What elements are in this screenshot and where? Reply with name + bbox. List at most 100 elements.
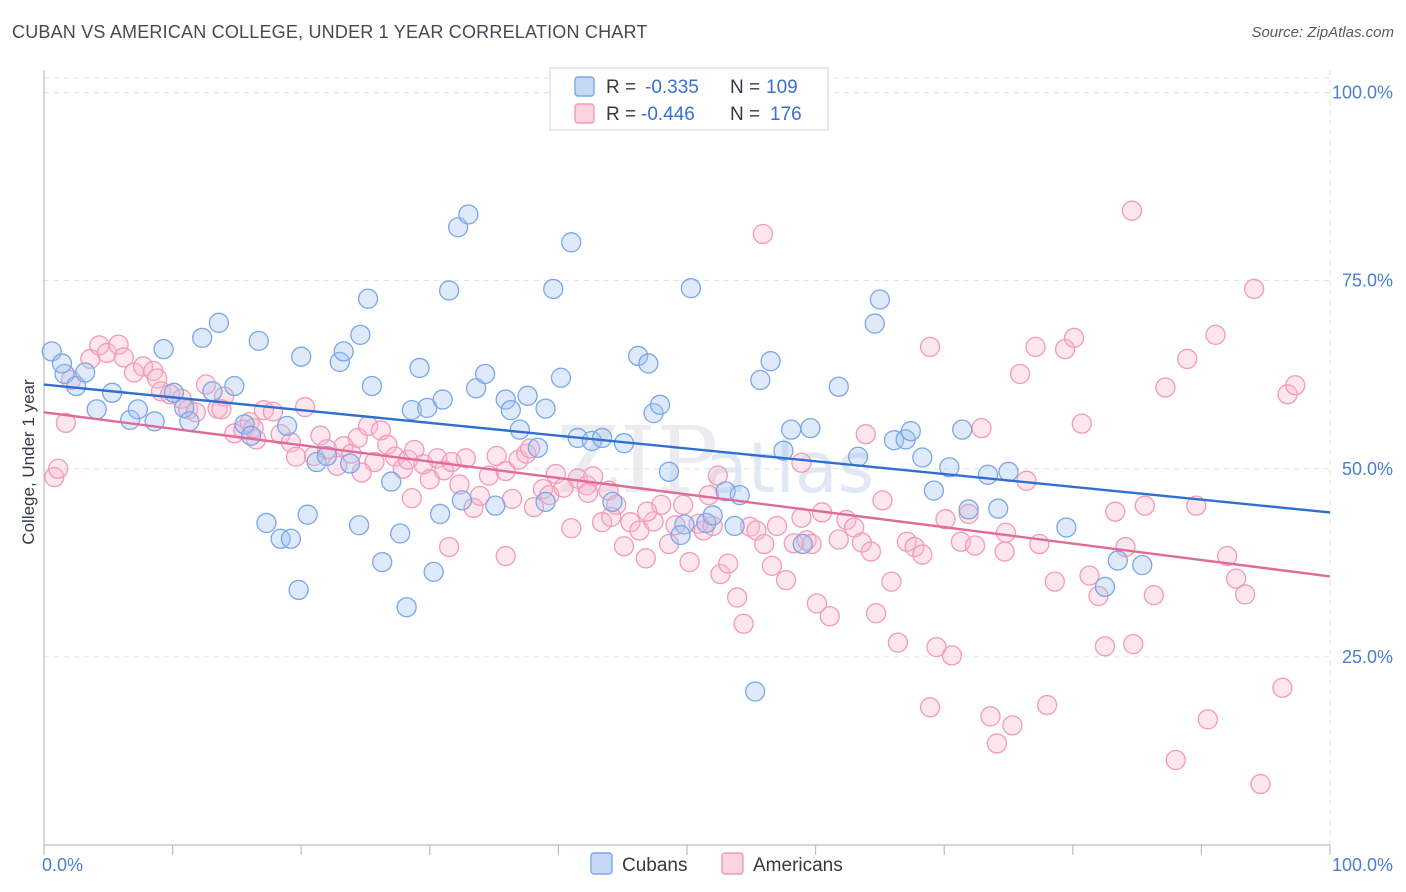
legend-swatch-cubans (574, 76, 595, 97)
cubans-point-106 (429, 503, 451, 525)
cubans-point-26 (288, 579, 309, 601)
cubans-point-18 (234, 414, 255, 435)
cubans-point-80 (745, 681, 766, 702)
cubans-point-95 (939, 457, 960, 478)
cubans-point-90 (883, 430, 905, 451)
americans-point-77 (643, 511, 664, 532)
cubans-point-96 (952, 419, 973, 440)
cubans-point-32 (339, 453, 361, 474)
americans-point-114 (919, 697, 941, 718)
y-tick-label-1: 50.0% (1342, 459, 1393, 479)
americans-point-95 (775, 569, 797, 591)
americans-point-150 (1225, 568, 1247, 589)
americans-point-1 (47, 458, 69, 479)
americans-point-125 (1002, 715, 1023, 736)
cubans-point-39 (396, 597, 417, 618)
americans-trend-line (43, 411, 1331, 578)
americans-point-109 (881, 571, 902, 592)
cubans-point-31 (333, 341, 354, 362)
americans-point-138 (1105, 501, 1126, 522)
americans-point-119 (958, 503, 979, 525)
legend-r-value-americans: -0.446 (641, 104, 695, 125)
americans-point-90 (739, 516, 761, 537)
watermark-atlas: atlas (705, 427, 874, 509)
americans-point-97 (791, 507, 812, 528)
americans-point-175 (791, 452, 812, 473)
americans-point-62 (532, 478, 554, 500)
americans-point-167 (577, 482, 599, 504)
cubans-point-14 (192, 327, 213, 349)
americans-point-89 (733, 613, 754, 634)
y-axis-label: College, Under 1 year (19, 379, 38, 545)
cubans-point-56 (527, 437, 548, 458)
cubans-point-100 (998, 461, 1019, 482)
americans-point-151 (1234, 584, 1256, 605)
americans-point-126 (1009, 363, 1031, 385)
cubans-point-24 (280, 528, 302, 549)
tick-labels: 25.0% 50.0% 75.0% 100.0% 0.0% 100.0% (42, 83, 1393, 875)
bottom-legend-cubans: Cubans (622, 855, 688, 876)
americans-point-134 (1071, 413, 1092, 434)
legend-n-label-americans: N = (730, 104, 760, 125)
cubans-point-69 (649, 394, 671, 415)
legend-r-value-cubans: -0.335 (645, 77, 699, 98)
cubans-point-36 (372, 551, 393, 573)
y-tick-label-2: 75.0% (1342, 271, 1393, 291)
americans-point-141 (1134, 495, 1155, 516)
cubans-point-50 (474, 363, 496, 385)
americans-point-172 (519, 438, 541, 459)
americans-point-2 (55, 412, 77, 434)
cubans-point-104 (1132, 554, 1153, 576)
cubans-point-102 (1094, 576, 1116, 598)
x-tick-label-1: 100.0% (1332, 855, 1393, 875)
cubans-point-68 (643, 402, 664, 424)
americans-point-107 (865, 603, 887, 624)
americans-point-116 (935, 509, 956, 530)
cubans-point-81 (760, 351, 781, 372)
americans-point-29 (285, 446, 307, 467)
americans-point-41 (377, 434, 398, 455)
cubans-point-44 (432, 389, 453, 410)
americans-point-159 (919, 336, 941, 358)
cubans-point-2 (51, 353, 73, 374)
americans-point-92 (754, 533, 775, 555)
cubans-point-27 (297, 504, 318, 525)
americans-point-61 (523, 497, 545, 518)
americans-point-133 (1063, 327, 1085, 349)
cubans-point-59 (550, 367, 572, 388)
americans-point-157 (752, 223, 774, 245)
americans-point-149 (1216, 545, 1238, 567)
cubans-point-20 (248, 330, 269, 352)
cubans-point-33 (350, 324, 371, 346)
americans-point-165 (855, 424, 876, 445)
cubans-point-64 (602, 491, 623, 513)
cubans-point-75 (702, 505, 723, 526)
cubans-point-16 (208, 312, 230, 333)
americans-point-120 (964, 535, 986, 556)
cubans-point-70 (658, 461, 680, 482)
americans-point-122 (980, 706, 1001, 727)
americans-point-124 (994, 541, 1015, 562)
cubans-point-28 (306, 451, 327, 473)
cubans-point-48 (458, 204, 479, 225)
cubans-point-42 (417, 397, 438, 418)
cubans-point-22 (270, 528, 291, 549)
americans-point-94 (766, 515, 788, 537)
americans-point-153 (1250, 773, 1271, 795)
americans-point-52 (455, 448, 476, 469)
cubans-point-45 (438, 280, 460, 301)
americans-point-101 (819, 606, 840, 627)
americans-point-56 (486, 445, 507, 467)
cubans-point-37 (381, 471, 402, 492)
americans-point-163 (636, 501, 658, 522)
y-tick-label-0: 25.0% (1342, 647, 1393, 667)
cubans-point-94 (923, 480, 945, 501)
cubans-point-55 (517, 385, 538, 406)
cubans-point-38 (390, 523, 411, 544)
americans-point-131 (1044, 571, 1065, 592)
americans-point-10 (132, 356, 154, 377)
x-tick-label-0: 0.0% (42, 855, 83, 875)
cubans-point-19 (240, 425, 262, 446)
cubans-point-86 (828, 376, 849, 397)
americans-point-146 (1186, 495, 1207, 516)
